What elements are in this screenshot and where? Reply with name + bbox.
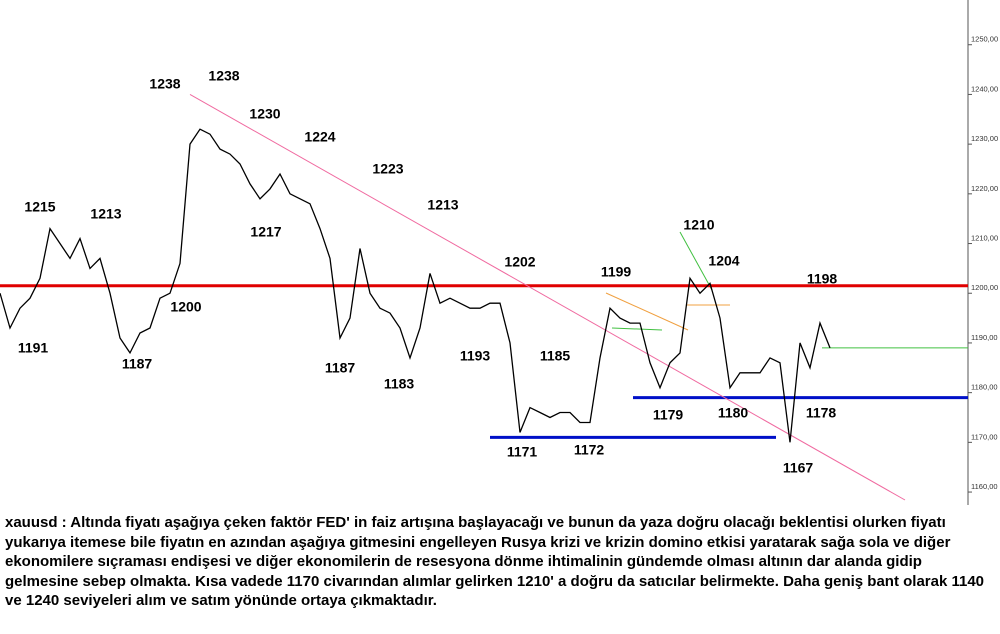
price-annotation: 1180 — [718, 405, 749, 421]
channel-line — [679, 231, 713, 291]
description: xauusd : Altında fiyatı aşağıya çeken fa… — [5, 514, 985, 609]
y-tick-label: 1190,00 — [971, 333, 998, 342]
price-annotation: 1185 — [540, 348, 571, 364]
channel-line — [605, 292, 689, 331]
price-annotation: 1172 — [574, 442, 605, 458]
price-annotation: 1238 — [149, 76, 180, 92]
y-tick-label: 1210,00 — [971, 234, 998, 243]
price-annotation: 1187 — [325, 360, 356, 376]
price-annotation: 1223 — [372, 161, 403, 177]
price-line — [0, 128, 831, 443]
y-tick-label: 1160,00 — [971, 482, 998, 491]
y-tick-label: 1200,00 — [971, 283, 998, 292]
price-annotation: 1178 — [806, 405, 837, 421]
price-annotation: 1167 — [783, 460, 814, 476]
price-annotation: 1238 — [208, 68, 239, 84]
price-annotation: 1199 — [601, 264, 632, 280]
y-tick-label: 1230,00 — [971, 134, 998, 143]
chart: 1160,00 1170,00 1180,00 1190,00 1200,00 1210,… — [0, 0, 998, 505]
price-annotation: 1191 — [18, 340, 49, 356]
price-annotation: 1198 — [807, 271, 838, 287]
price-annotation: 1210 — [683, 217, 714, 233]
y-tick-label: 1180,00 — [971, 383, 998, 392]
price-annotation: 1213 — [427, 197, 458, 213]
y-tick-label: 1220,00 — [971, 184, 998, 193]
channel-line — [611, 327, 663, 331]
trend-line — [189, 93, 906, 501]
y-tick-label: 1170,00 — [971, 432, 998, 441]
price-annotation: 1171 — [507, 444, 538, 460]
price-annotation: 1230 — [249, 106, 280, 122]
price-annotation: 1213 — [90, 206, 121, 222]
price-annotation: 1179 — [653, 407, 684, 423]
y-tick-label: 1240,00 — [971, 84, 998, 93]
price-annotation: 1193 — [460, 348, 491, 364]
price-annotation: 1202 — [504, 254, 535, 270]
price-annotation: 1224 — [304, 129, 335, 145]
price-annotation: 1187 — [122, 356, 153, 372]
price-annotation: 1183 — [384, 376, 415, 392]
price-annotation: 1217 — [250, 224, 281, 240]
price-annotation: 1215 — [24, 199, 55, 215]
y-tick-label: 1250,00 — [971, 35, 998, 44]
price-annotation: 1200 — [170, 299, 201, 315]
price-annotation: 1204 — [708, 253, 739, 269]
